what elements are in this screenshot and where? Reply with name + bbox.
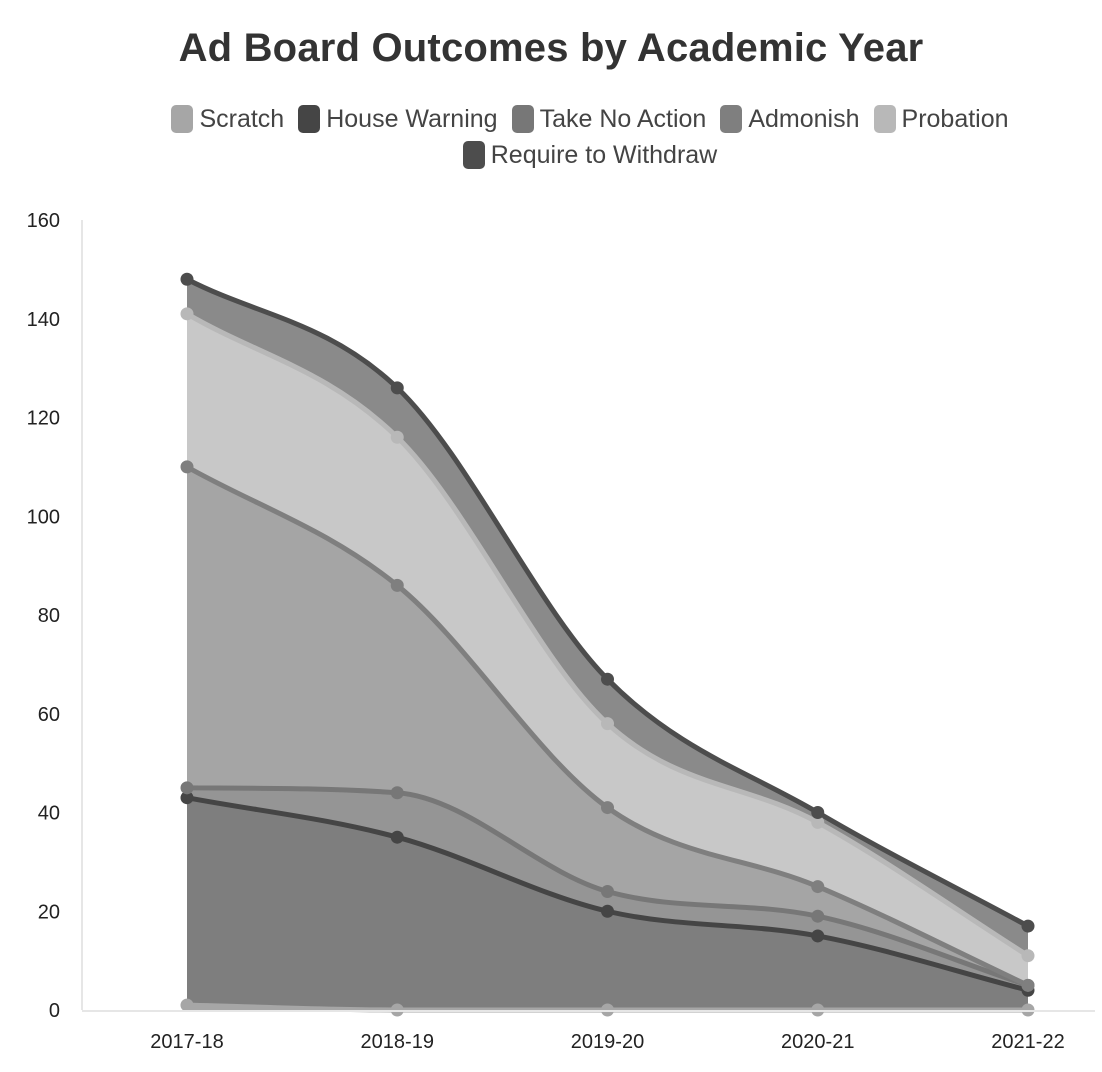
point-house-warning-2017-18[interactable] <box>180 791 194 805</box>
point-require-to-withdraw-2021-22[interactable] <box>1021 919 1035 933</box>
point-admonish-2017-18[interactable] <box>180 460 194 474</box>
point-require-to-withdraw-2020-21[interactable] <box>811 806 825 819</box>
legend: Scratch House Warning Take No Action Admoni… <box>100 105 1080 169</box>
point-probation-2020-21[interactable] <box>811 815 825 829</box>
legend-swatch <box>171 105 194 133</box>
point-probation-2021-22[interactable] <box>1021 949 1035 963</box>
area-layers <box>187 279 1028 1010</box>
point-probation-2017-18[interactable] <box>180 307 194 321</box>
y-tick-label: 120 <box>27 408 60 430</box>
legend-item-take-no-action[interactable]: Take No Action <box>511 104 707 133</box>
y-tick-label: 80 <box>38 605 60 627</box>
legend-swatch <box>511 105 534 133</box>
x-tick-label: 2017-18 <box>150 1031 223 1053</box>
legend-item-house-warning[interactable]: House Warning <box>298 104 498 133</box>
legend-swatch <box>720 105 743 133</box>
legend-label: Scratch <box>199 104 285 133</box>
point-take-no-action-2020-21[interactable] <box>811 909 825 923</box>
area-take-no-action <box>187 787 1028 991</box>
point-house-warning-2019-20[interactable] <box>601 904 614 918</box>
y-tick-label: 100 <box>27 506 60 528</box>
legend-label: Require to Withdraw <box>490 140 718 169</box>
x-tick-label: 2019-20 <box>571 1031 644 1053</box>
point-admonish-2020-21[interactable] <box>811 880 825 894</box>
area-admonish <box>187 466 1028 986</box>
legend-swatch <box>873 105 896 133</box>
x-axis-ticks: 2017-18 2018-19 2019-20 2020-21 2021-22 <box>150 1031 1064 1053</box>
area-house-warning <box>187 797 1028 1010</box>
legend-label: Admonish <box>748 104 860 133</box>
point-require-to-withdraw-2019-20[interactable] <box>601 672 614 686</box>
area-probation <box>187 313 1028 986</box>
point-require-to-withdraw-2017-18[interactable] <box>180 272 194 286</box>
y-tick-label: 140 <box>27 309 60 331</box>
area-require-to-withdraw <box>187 279 1028 956</box>
x-tick-label: 2020-21 <box>781 1031 854 1053</box>
point-take-no-action-2017-18[interactable] <box>180 781 194 795</box>
point-require-to-withdraw-2018-19[interactable] <box>390 381 404 395</box>
legend-item-require-to-withdraw[interactable]: Require to Withdraw <box>462 140 718 169</box>
line-probation <box>185 311 1030 958</box>
legend-swatch <box>462 141 485 169</box>
legend-label: House Warning <box>326 104 498 133</box>
point-admonish-2018-19[interactable] <box>390 578 404 592</box>
y-tick-label: 60 <box>38 704 60 726</box>
line-require-to-withdraw <box>185 277 1030 929</box>
point-scratch-2017-18[interactable] <box>180 998 194 1012</box>
x-tick-label: 2021-22 <box>991 1031 1064 1053</box>
point-take-no-action-2018-19[interactable] <box>390 786 404 800</box>
y-tick-label: 20 <box>38 901 60 923</box>
point-admonish-2019-20[interactable] <box>601 801 614 815</box>
legend-item-scratch[interactable]: Scratch <box>171 105 284 133</box>
legend-label: Probation <box>901 104 1009 133</box>
legend-item-admonish[interactable]: Admonish <box>720 104 860 133</box>
legend-swatch <box>298 105 321 133</box>
y-tick-label: 40 <box>38 803 60 825</box>
point-probation-2019-20[interactable] <box>601 717 614 731</box>
legend-label: Take No Action <box>539 104 707 133</box>
point-take-no-action-2019-20[interactable] <box>601 885 614 898</box>
y-axis-ticks: 0 20 40 60 80 100 120 140 160 <box>27 210 60 1022</box>
point-probation-2018-19[interactable] <box>390 430 404 444</box>
chart-title: Ad Board Outcomes by Academic Year <box>178 26 924 70</box>
y-tick-label: 160 <box>27 210 60 232</box>
legend-item-probation[interactable]: Probation <box>873 104 1009 133</box>
x-tick-label: 2018-19 <box>361 1031 434 1053</box>
y-tick-label: 0 <box>49 1000 60 1022</box>
point-house-warning-2018-19[interactable] <box>390 830 404 844</box>
point-admonish-2021-22[interactable] <box>1021 978 1035 992</box>
point-house-warning-2020-21[interactable] <box>811 929 825 943</box>
